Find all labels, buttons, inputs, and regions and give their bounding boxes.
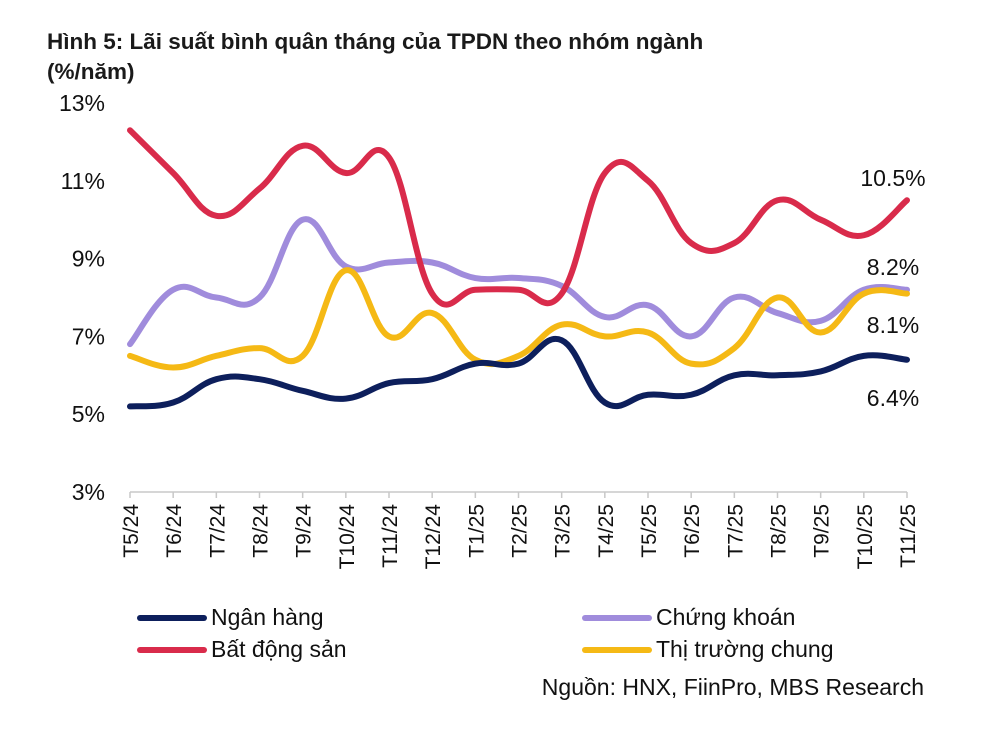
legend-item-thi-truong-chung: Thị trường chung — [582, 636, 834, 663]
x-tick-label: T4/25 — [595, 504, 618, 558]
legend-swatch-ngan-hang — [137, 614, 207, 621]
y-tick-label: 7% — [72, 323, 105, 349]
x-tick-label: T5/25 — [638, 504, 661, 558]
x-tick-label: T9/25 — [811, 504, 834, 558]
end-label-chung-khoan: 8.2% — [867, 254, 919, 280]
legend-label-ngan-hang: Ngân hàng — [211, 604, 324, 630]
x-axis: T5/24 T6/24 T7/24 T8/24 T9/24 T10/24 T11/24 T12… — [120, 491, 920, 570]
chart-subtitle: (%/năm) — [47, 59, 135, 84]
legend-label-bat-dong-san: Bất động sản — [211, 636, 347, 662]
legend-swatch-bat-dong-san — [137, 646, 207, 653]
x-tick-label: T6/24 — [163, 504, 186, 558]
series-line-bat-dong-san — [127, 127, 910, 308]
x-tick-label: T9/24 — [293, 504, 316, 558]
y-tick-label: 3% — [72, 479, 105, 505]
series-line-chung-khoan — [127, 216, 910, 348]
x-tick-label: T2/25 — [509, 504, 532, 558]
x-tick-label: T8/25 — [768, 504, 791, 558]
series-line-thi-truong-chung — [127, 267, 910, 371]
series-line-ngan-hang — [127, 335, 910, 410]
y-axis: 3% 5% 7% 9% 11% 13% — [59, 90, 105, 505]
x-tick-label: T7/24 — [206, 504, 229, 558]
x-tick-label: T10/25 — [854, 504, 877, 569]
x-tick-label: T8/24 — [250, 504, 273, 558]
source-note: Nguồn: HNX, FiinPro, MBS Research — [541, 674, 924, 700]
legend-swatch-chung-khoan — [582, 614, 652, 621]
legend-item-chung-khoan: Chứng khoán — [582, 604, 795, 631]
legend-label-chung-khoan: Chứng khoán — [656, 604, 796, 630]
x-tick-label: T7/25 — [724, 504, 747, 558]
x-tick-label: T11/24 — [379, 504, 402, 568]
y-tick-label: 11% — [61, 168, 105, 194]
y-tick-label: 13% — [59, 90, 105, 116]
x-tick-label: T1/25 — [465, 504, 488, 558]
end-labels: 6.4% 10.5% 8.2% 8.1% — [860, 165, 925, 411]
legend-label-thi-truong-chung: Thị trường chung — [656, 636, 834, 662]
x-tick-label: T12/24 — [422, 504, 445, 570]
legend-item-ngan-hang: Ngân hàng — [137, 604, 324, 631]
chart-title: Hình 5: Lãi suất bình quân tháng của TPD… — [47, 27, 703, 87]
x-tick-label: T5/24 — [120, 504, 143, 558]
chart-title-text: Hình 5: Lãi suất bình quân tháng của TPD… — [47, 29, 704, 54]
legend-item-bat-dong-san: Bất động sản — [137, 636, 347, 663]
y-tick-label: 5% — [72, 401, 105, 427]
x-tick-label: T11/25 — [897, 504, 920, 568]
x-tick-label: T10/24 — [336, 504, 359, 570]
x-tick-label: T3/25 — [552, 504, 575, 558]
end-label-ngan-hang: 6.4% — [867, 385, 919, 411]
end-label-bat-dong-san: 10.5% — [860, 165, 925, 191]
series-lines — [127, 127, 910, 410]
y-tick-label: 9% — [72, 246, 105, 272]
x-tick-label: T6/25 — [681, 504, 704, 558]
legend-swatch-thi-truong-chung — [582, 646, 652, 653]
end-label-thi-truong-chung: 8.1% — [867, 312, 919, 338]
